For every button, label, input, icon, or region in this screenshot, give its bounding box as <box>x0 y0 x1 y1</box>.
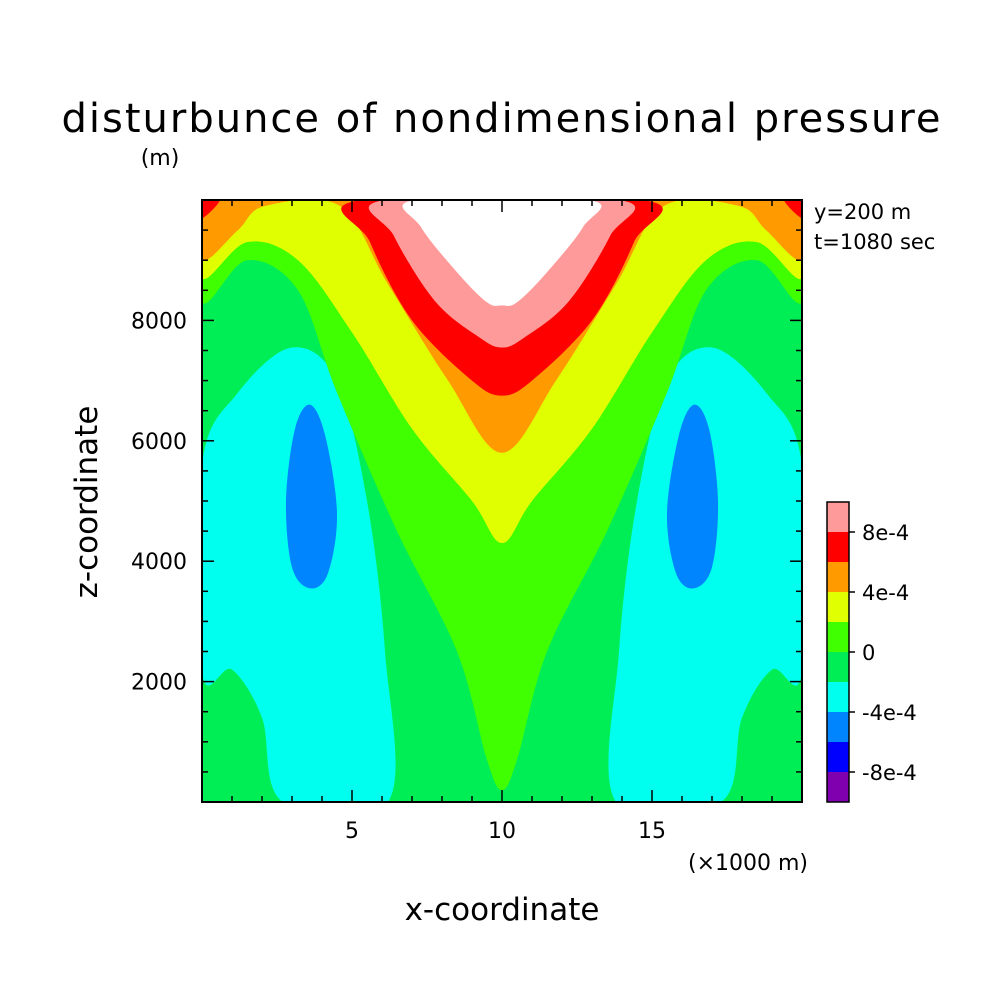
colorbar-swatch-darkblue <box>827 742 849 772</box>
colorbar-swatch-pink <box>827 502 849 532</box>
y-tick-label: 2000 <box>131 671 187 696</box>
contour-regions <box>202 200 802 802</box>
info-y-position: y=200 m <box>814 200 911 224</box>
info-time: t=1080 sec <box>814 230 935 254</box>
y-tick-label: 4000 <box>131 550 187 575</box>
colorbar-tick-label: -4e-4 <box>862 701 917 725</box>
colorbar-tick-label: 4e-4 <box>862 581 909 605</box>
colorbar-tick-label: -8e-4 <box>862 761 917 785</box>
plot-frame <box>201 199 803 803</box>
contour-region-blue-4 <box>666 404 719 589</box>
colorbar-swatch-purple <box>827 772 849 802</box>
y-tick-label: 6000 <box>131 430 187 455</box>
contour-region-red-10 <box>784 200 802 219</box>
x-tick-label: 10 <box>488 819 516 844</box>
colorbar-swatch-blue <box>827 712 849 742</box>
colorbar-swatch-lime <box>827 622 849 652</box>
x-tick-label: 15 <box>638 819 666 844</box>
colorbar-swatch-cyan <box>827 682 849 712</box>
x-axis-label: x-coordinate <box>405 892 600 928</box>
contour-region-blue-3 <box>285 404 338 589</box>
colorbar-tick-label: 8e-4 <box>862 521 909 545</box>
y-tick-label: 8000 <box>131 309 187 334</box>
colorbar-labels: 8e-4 4e-4 0 -4e-4 -8e-4 <box>849 521 917 785</box>
x-axis-unit: (×1000 m) <box>688 851 808 876</box>
title-unit: (m) <box>141 146 180 171</box>
contour-region-red-9 <box>202 200 220 219</box>
x-tick-label: 5 <box>345 819 359 844</box>
colorbar-swatch-yellow <box>827 592 849 622</box>
x-tick-labels: 5 10 15 <box>345 819 666 844</box>
y-tick-labels: 2000 4000 6000 8000 <box>131 309 187 695</box>
colorbar-tick-label: 0 <box>862 641 875 665</box>
major-ticks <box>202 200 802 802</box>
contour-region-white-12 <box>402 200 602 306</box>
chart-title: disturbunce of nondimensional pressure <box>62 96 943 142</box>
colorbar-swatch-red <box>827 532 849 562</box>
colorbar-swatch-orange <box>827 562 849 592</box>
colorbar-swatch-green <box>827 652 849 682</box>
y-axis-label: z-coordinate <box>69 406 105 599</box>
colorbar <box>826 501 850 803</box>
